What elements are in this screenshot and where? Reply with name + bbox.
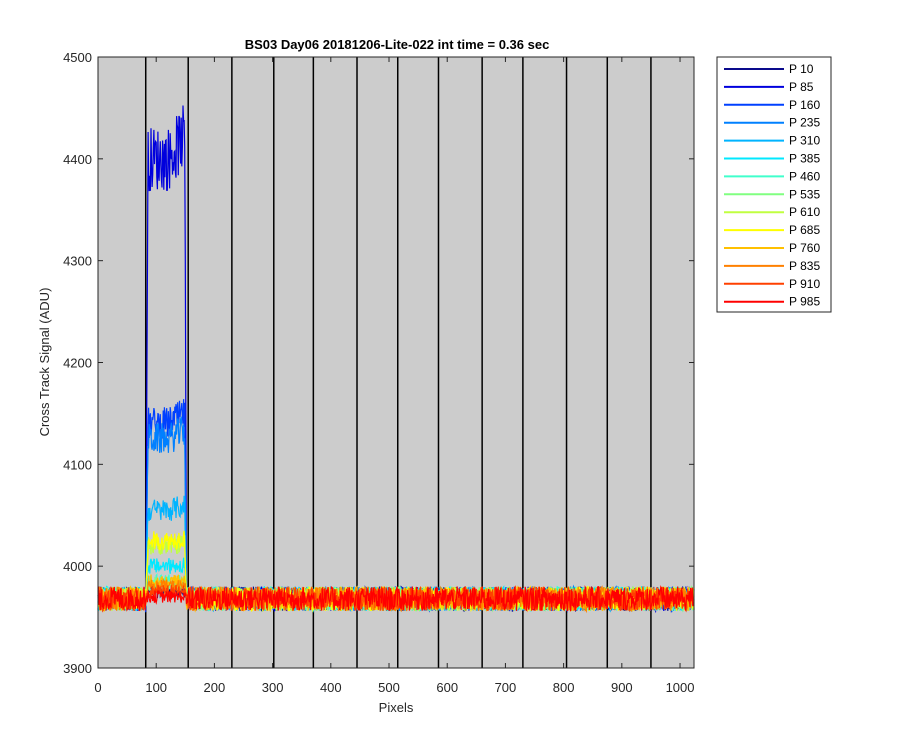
chart-title: BS03 Day06 20181206-Lite-022 int time = … [245, 37, 550, 52]
y-tick-label: 4300 [63, 254, 92, 269]
x-tick-label: 900 [611, 680, 633, 695]
x-tick-label: 1000 [666, 680, 695, 695]
legend-entry: P 685 [789, 223, 820, 237]
y-tick-label: 3900 [63, 661, 92, 676]
x-tick-label: 400 [320, 680, 342, 695]
x-tick-label: 300 [262, 680, 284, 695]
series-group [97, 105, 695, 614]
legend-entry: P 985 [789, 295, 820, 309]
y-tick-label: 4500 [63, 50, 92, 65]
x-tick-label: 600 [436, 680, 458, 695]
legend-entry: P 835 [789, 259, 820, 273]
x-axis-label: Pixels [379, 700, 414, 715]
y-tick-label: 4200 [63, 356, 92, 371]
legend-entry: P 910 [789, 277, 820, 291]
legend-entry: P 160 [789, 98, 820, 112]
y-axis-label: Cross Track Signal (ADU) [37, 288, 52, 437]
legend-box [716, 56, 832, 313]
legend-entry: P 535 [789, 187, 820, 201]
y-tick-label: 4000 [63, 559, 92, 574]
x-tick-label: 700 [495, 680, 517, 695]
legend-entry: P 235 [789, 116, 820, 130]
x-tick-label: 500 [378, 680, 400, 695]
y-tick-label: 4100 [63, 457, 92, 472]
legend-entry: P 385 [789, 152, 820, 166]
legend-entry: P 310 [789, 134, 820, 148]
x-tick-label: 100 [145, 680, 167, 695]
y-tick-label: 4400 [63, 152, 92, 167]
x-tick-label: 0 [94, 680, 101, 695]
plot-area [98, 57, 694, 668]
legend-entry: P 760 [789, 241, 820, 255]
vertical-line-group [144, 57, 652, 668]
legend-entry: P 85 [789, 80, 814, 94]
legend-entry: P 10 [789, 62, 814, 76]
legend-entry: P 610 [789, 205, 820, 219]
y-axis: 3900 4000 4100 4200 4300 4400 4500 [63, 50, 694, 676]
x-tick-label: 200 [204, 680, 226, 695]
x-axis: 0 100 200 300 400 500 600 700 800 900 1000 [94, 57, 694, 695]
legend-entry: P 460 [789, 169, 820, 183]
legend: P 10 P 85 P 160 P 235 P 310 P 385 P 460 P 535 P … [724, 62, 820, 309]
x-tick-label: 800 [553, 680, 575, 695]
series-line [97, 584, 695, 612]
